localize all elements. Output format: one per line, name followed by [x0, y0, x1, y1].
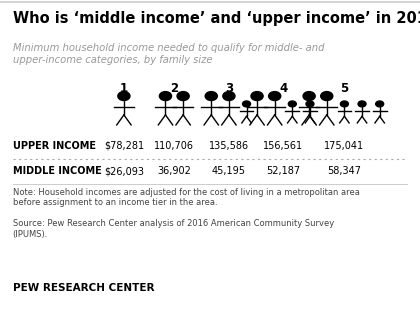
- Circle shape: [303, 91, 315, 100]
- Text: 2: 2: [170, 82, 178, 95]
- Text: Note: Household incomes are adjusted for the cost of living in a metropolitan ar: Note: Household incomes are adjusted for…: [13, 188, 360, 207]
- Circle shape: [205, 91, 217, 100]
- Text: $26,093: $26,093: [104, 166, 144, 176]
- Text: 52,187: 52,187: [266, 166, 301, 176]
- Circle shape: [160, 91, 171, 100]
- Circle shape: [321, 91, 333, 100]
- Text: Source: Pew Research Center analysis of 2016 American Community Survey
(IPUMS).: Source: Pew Research Center analysis of …: [13, 219, 334, 239]
- Text: $78,281: $78,281: [104, 141, 144, 151]
- Text: 110,706: 110,706: [154, 141, 194, 151]
- Text: UPPER INCOME: UPPER INCOME: [13, 141, 96, 151]
- Text: 45,195: 45,195: [212, 166, 246, 176]
- Circle shape: [340, 101, 349, 107]
- Text: 3: 3: [225, 82, 233, 95]
- Text: 1: 1: [120, 82, 128, 95]
- Circle shape: [306, 101, 314, 107]
- Circle shape: [251, 91, 263, 100]
- Text: 135,586: 135,586: [209, 141, 249, 151]
- Text: MIDDLE INCOME: MIDDLE INCOME: [13, 166, 101, 176]
- Circle shape: [269, 91, 281, 100]
- Text: 5: 5: [340, 82, 349, 95]
- Text: 156,561: 156,561: [263, 141, 304, 151]
- Text: Who is ‘middle income’ and ‘upper income’ in 2016?: Who is ‘middle income’ and ‘upper income…: [13, 11, 420, 26]
- Text: 4: 4: [279, 82, 288, 95]
- Text: 36,902: 36,902: [158, 166, 191, 176]
- Text: Minimum household income needed to qualify for middle- and
upper-income categori: Minimum household income needed to quali…: [13, 43, 324, 65]
- Circle shape: [118, 91, 130, 100]
- Circle shape: [177, 91, 189, 100]
- Circle shape: [243, 101, 250, 107]
- Text: PEW RESEARCH CENTER: PEW RESEARCH CENTER: [13, 283, 154, 293]
- Text: 58,347: 58,347: [328, 166, 361, 176]
- Circle shape: [358, 101, 366, 107]
- Circle shape: [376, 101, 384, 107]
- Text: 175,041: 175,041: [324, 141, 365, 151]
- Circle shape: [223, 91, 235, 100]
- Circle shape: [289, 101, 297, 107]
